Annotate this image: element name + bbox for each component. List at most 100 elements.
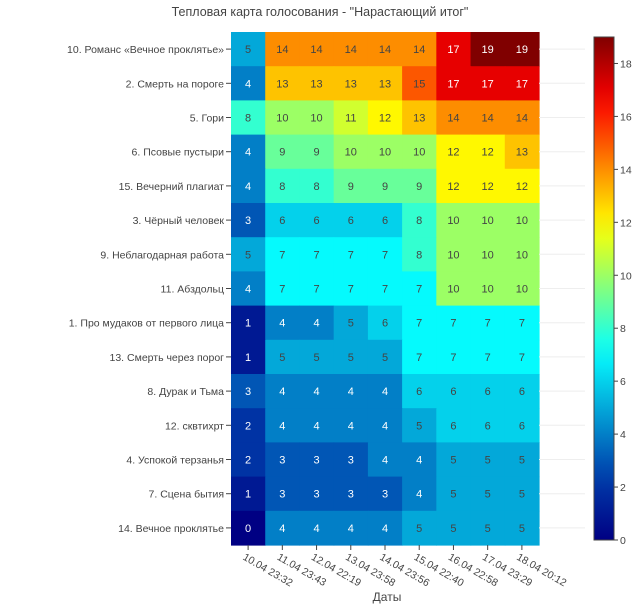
heatmap-cell xyxy=(504,168,540,204)
heatmap-cell xyxy=(299,237,335,272)
heatmap-cell xyxy=(470,305,506,341)
heatmap-cell xyxy=(402,271,437,307)
cell-value-label: 7 xyxy=(519,352,525,364)
heatmap-cell xyxy=(231,66,266,101)
cell-value-label: 3 xyxy=(313,489,319,501)
cell-value-label: 4 xyxy=(348,523,354,535)
heatmap-cell xyxy=(470,134,506,170)
heatmap-cell xyxy=(265,203,301,238)
cell-value-label: 10 xyxy=(413,147,425,159)
cell-value-label: 4 xyxy=(313,386,319,398)
cell-value-label: 3 xyxy=(348,455,354,467)
cell-value-label: 3 xyxy=(245,215,251,227)
heatmap-cell xyxy=(470,442,506,478)
colorbar-tick-label: 6 xyxy=(620,376,626,388)
cell-value-label: 8 xyxy=(313,181,319,193)
heatmap-cell xyxy=(367,339,403,375)
heatmap-cell xyxy=(265,271,301,307)
colorbar-tick-label: 4 xyxy=(620,429,626,441)
heatmap-cell xyxy=(367,237,403,272)
cell-value-label: 14 xyxy=(516,113,528,125)
colorbar-tick-label: 12 xyxy=(620,217,632,229)
cell-value-label: 10 xyxy=(447,215,459,227)
heatmap-cell xyxy=(299,32,335,67)
cell-value-label: 6 xyxy=(485,420,491,432)
cell-value-label: 12 xyxy=(516,181,528,193)
cell-value-label: 4 xyxy=(313,318,319,330)
heatmap-cell xyxy=(333,476,369,512)
cell-value-label: 19 xyxy=(516,44,528,56)
heatmap-cell xyxy=(367,66,403,101)
heatmap-cell xyxy=(231,408,266,443)
heatmap-cell xyxy=(402,32,437,67)
heatmap-cell xyxy=(436,66,472,101)
heatmap-cell xyxy=(504,510,540,546)
cell-value-label: 6 xyxy=(382,318,388,330)
heatmap-cell xyxy=(333,510,369,546)
heatmap-cell xyxy=(436,203,472,238)
heatmap-cell xyxy=(470,374,506,409)
colorbar-tick-label: 18 xyxy=(620,58,632,70)
y-tick-label: 7. Сцена бытия xyxy=(149,489,224,501)
cell-value-label: 4 xyxy=(245,147,251,159)
cell-value-label: 1 xyxy=(245,318,251,330)
heatmap-cell xyxy=(265,510,301,546)
heatmap-cell xyxy=(367,408,403,443)
heatmap-cell xyxy=(231,374,266,409)
heatmap-cell xyxy=(504,271,540,307)
cell-value-label: 10 xyxy=(516,284,528,296)
heatmap-cell xyxy=(265,100,301,136)
heatmap-cell xyxy=(299,408,335,443)
heatmap-cell xyxy=(299,271,335,307)
heatmap-cell xyxy=(436,442,472,478)
cell-value-label: 3 xyxy=(245,386,251,398)
cell-value-label: 17 xyxy=(447,78,459,90)
heatmap-cell xyxy=(231,203,266,238)
cell-value-label: 0 xyxy=(245,523,251,535)
cell-value-label: 5 xyxy=(245,44,251,56)
heatmap-cell xyxy=(504,442,540,478)
cell-value-label: 8 xyxy=(416,215,422,227)
heatmap-cell xyxy=(436,305,472,341)
heatmap-cell xyxy=(265,66,301,101)
cell-value-label: 5 xyxy=(416,420,422,432)
heatmap-cell xyxy=(231,510,266,546)
heatmap-cell xyxy=(333,203,369,238)
heatmap-cell xyxy=(504,134,540,170)
y-tick-label: 1. Про мудаков от первого лица xyxy=(69,318,224,330)
heatmap-cell xyxy=(436,32,472,67)
cell-value-label: 1 xyxy=(245,352,251,364)
cell-value-label: 12 xyxy=(482,147,494,159)
cell-value-label: 7 xyxy=(450,318,456,330)
heatmap-cell xyxy=(231,476,266,512)
heatmap-cell xyxy=(402,168,437,204)
y-tick-label: 15. Вечерний плагиат xyxy=(119,181,225,193)
heatmap-cell xyxy=(299,476,335,512)
heatmap-cell xyxy=(402,305,437,341)
colorbar-tick-label: 10 xyxy=(620,270,632,282)
y-tick-label: 9. Неблагодарная работа xyxy=(100,249,224,261)
cell-value-label: 8 xyxy=(245,113,251,125)
cell-value-label: 4 xyxy=(279,420,285,432)
cell-value-label: 13 xyxy=(379,78,391,90)
cell-value-label: 7 xyxy=(382,249,388,261)
cell-value-label: 10 xyxy=(310,113,322,125)
cell-value-label: 5 xyxy=(485,523,491,535)
heatmap-cell xyxy=(402,374,437,409)
heatmap-cell xyxy=(436,374,472,409)
heatmap-cell xyxy=(333,374,369,409)
heatmap-cell xyxy=(436,339,472,375)
cell-value-label: 4 xyxy=(245,284,251,296)
cell-value-label: 14 xyxy=(310,44,322,56)
heatmap-cell xyxy=(265,168,301,204)
colorbar-tick-label: 0 xyxy=(620,535,626,547)
cell-value-label: 13 xyxy=(413,113,425,125)
heatmap-cell xyxy=(333,100,369,136)
heatmap-cell xyxy=(231,134,266,170)
heatmap-cell xyxy=(299,510,335,546)
cell-value-label: 4 xyxy=(313,523,319,535)
cell-value-label: 4 xyxy=(279,386,285,398)
y-tick-label: 11. Абздольц xyxy=(161,284,224,296)
heatmap-cell xyxy=(402,442,437,478)
heatmap-cell xyxy=(504,203,540,238)
